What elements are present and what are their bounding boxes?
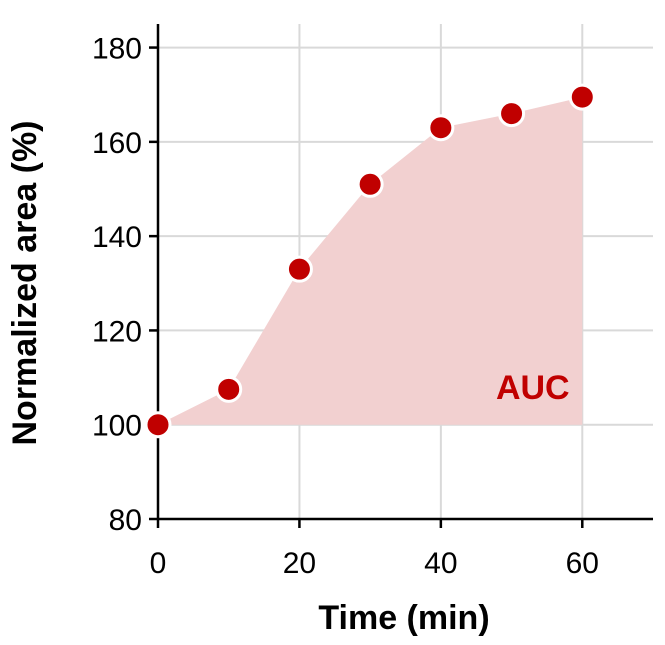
ticks-layer: 80 100 120 140 160 180 0 20 40 60	[92, 33, 599, 580]
x-axis-title: Time (min)	[318, 599, 489, 637]
y-axis-title: Normalized area (%)	[6, 121, 44, 446]
data-point	[144, 411, 172, 439]
data-point	[427, 114, 455, 142]
y-tick-label: 160	[92, 127, 142, 160]
x-tick-label: 0	[150, 547, 167, 580]
data-point	[568, 83, 596, 111]
y-tick-label: 100	[92, 410, 142, 443]
data-point	[215, 375, 243, 403]
auc-annotation: AUC	[496, 369, 570, 407]
y-tick-label: 140	[92, 221, 142, 254]
auc-area	[158, 97, 583, 425]
x-tick-label: 60	[566, 547, 599, 580]
y-tick-label: 120	[92, 315, 142, 348]
data-point	[356, 170, 384, 198]
x-tick-label: 40	[424, 547, 457, 580]
data-point	[498, 100, 526, 128]
data-points	[144, 83, 596, 439]
y-tick-label: 180	[92, 33, 142, 66]
y-tick-label: 80	[109, 504, 142, 537]
x-tick-label: 20	[283, 547, 316, 580]
data-point	[285, 255, 313, 283]
